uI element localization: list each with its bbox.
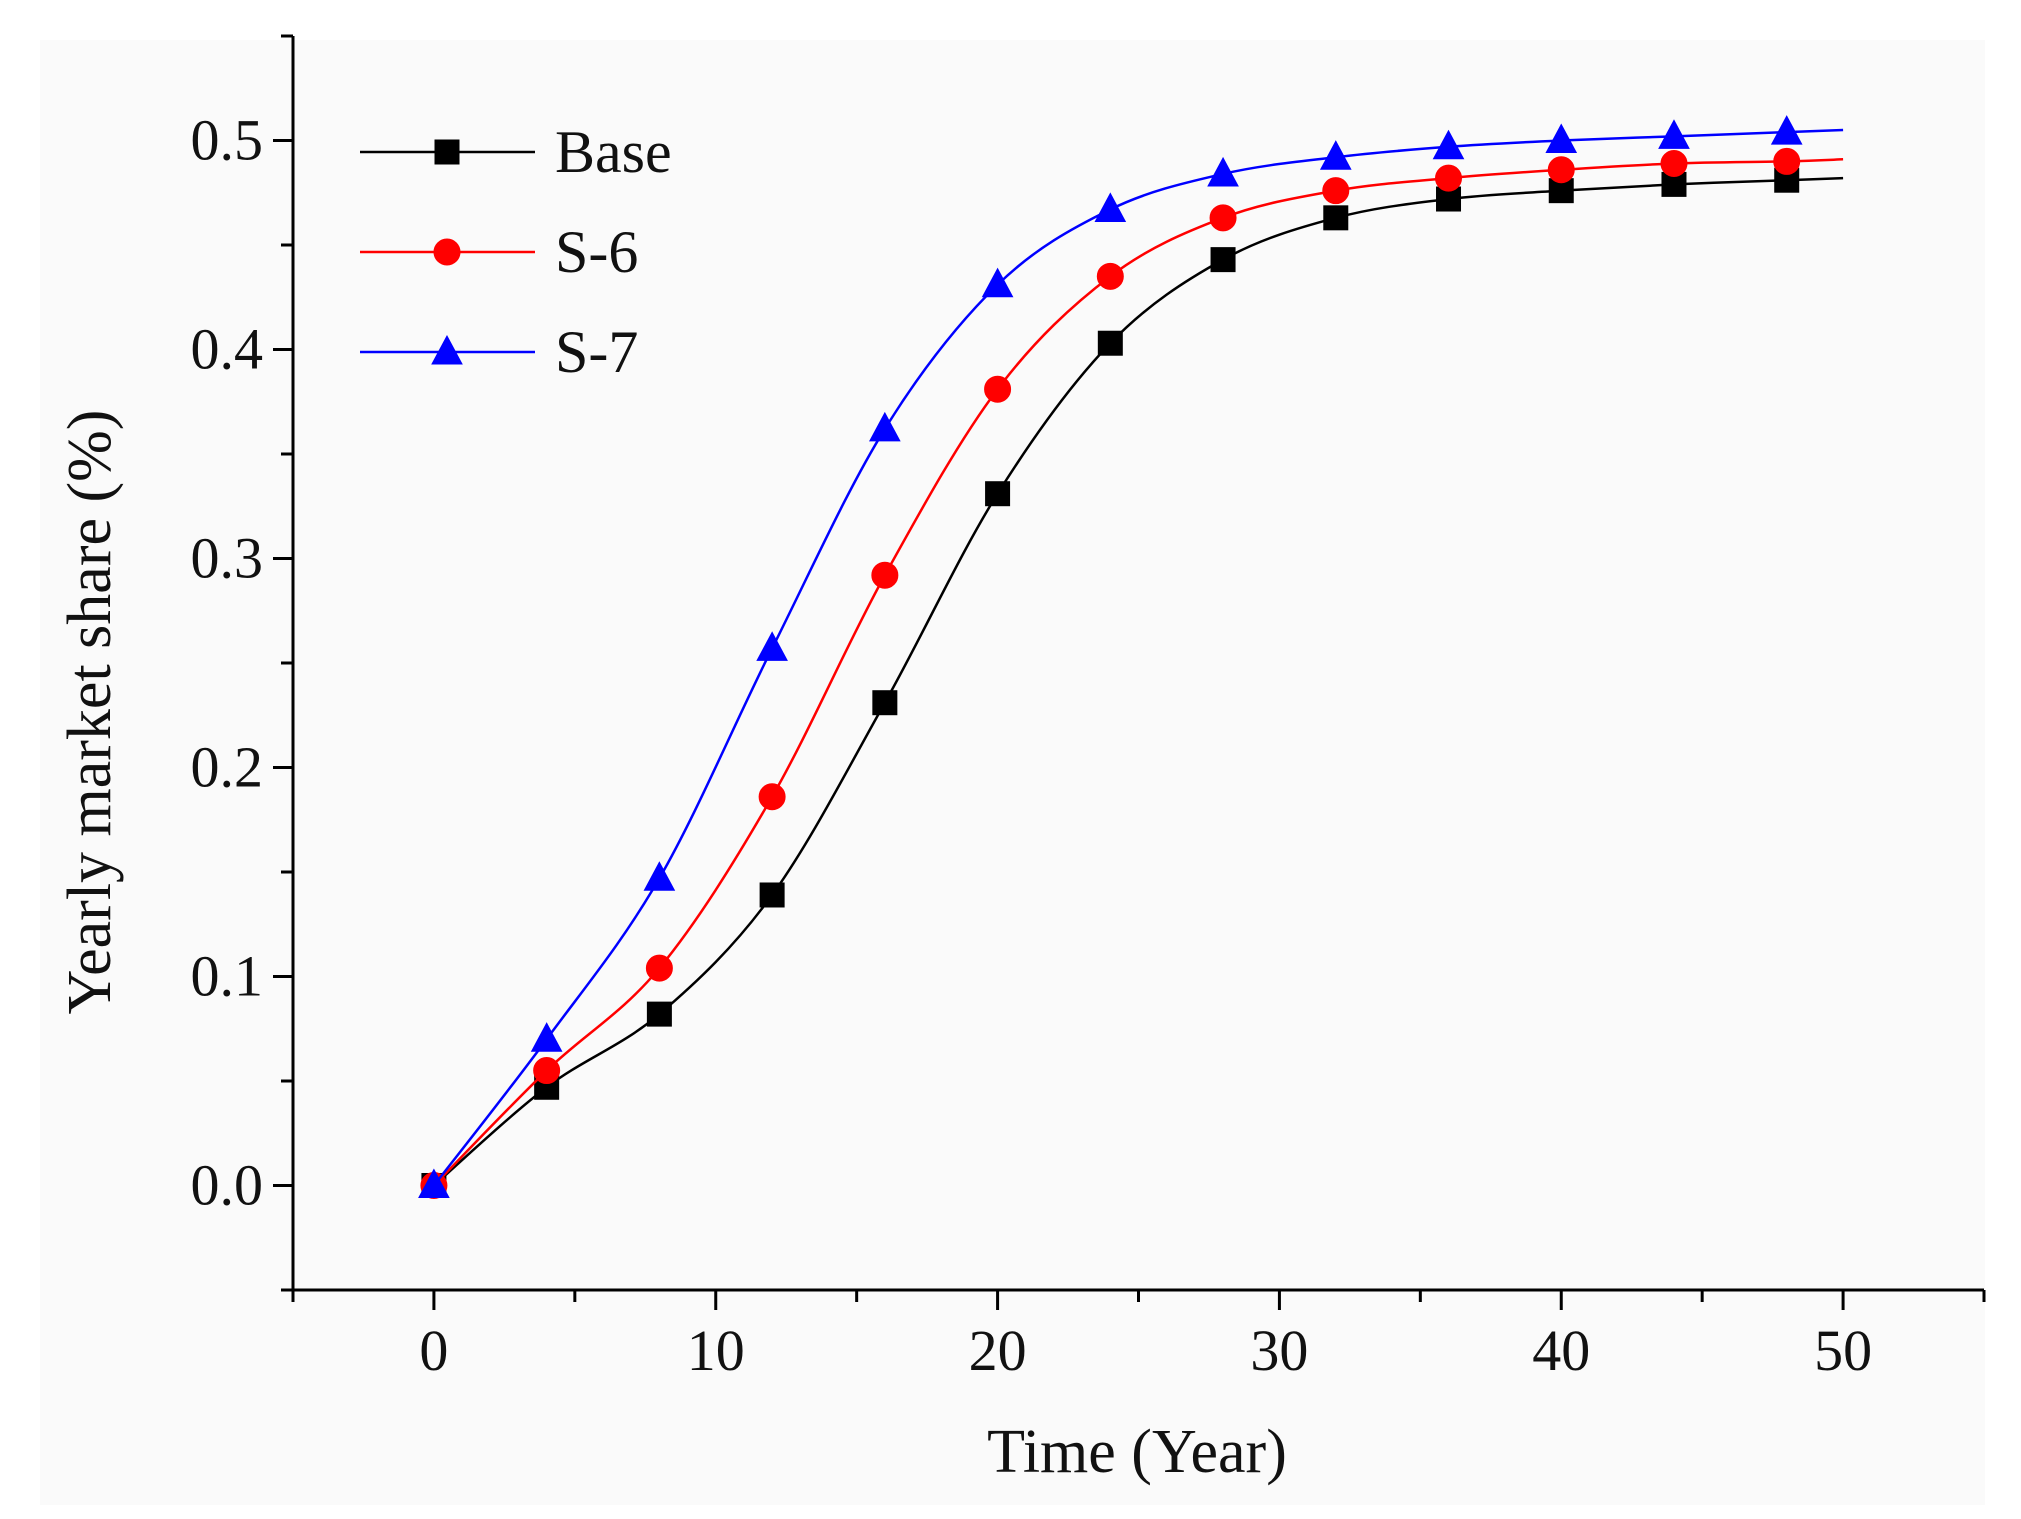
- x-tick-label: 40: [1532, 1318, 1590, 1383]
- x-tick-label: 20: [969, 1318, 1027, 1383]
- legend-item-s-7: S-7: [360, 319, 638, 385]
- data-point-s-6: [1322, 177, 1350, 205]
- series-s-6: [420, 147, 1844, 1199]
- y-tick-label: 0.1: [191, 944, 264, 1009]
- data-point-s-7: [643, 861, 676, 891]
- data-point-base: [1323, 205, 1349, 231]
- data-point-s-6: [1209, 204, 1237, 232]
- data-point-s-6: [758, 783, 786, 811]
- x-tick-label: 0: [419, 1318, 448, 1383]
- legend: Base S-6 S-7: [360, 119, 672, 385]
- legend-marker-base: [434, 139, 460, 165]
- plot-area-background: [40, 40, 1985, 1505]
- data-point-s-7: [1770, 115, 1803, 145]
- data-point-s-7: [418, 1168, 450, 1198]
- data-point-s-6: [645, 954, 673, 982]
- legend-label-s-6: S-6: [555, 219, 638, 285]
- data-point-base: [872, 690, 898, 716]
- data-point-s-6: [1435, 164, 1463, 192]
- data-point-s-7: [1432, 129, 1465, 160]
- legend-label-s-7: S-7: [555, 319, 638, 385]
- data-point-s-6: [1773, 147, 1801, 175]
- data-point-s-6: [871, 561, 899, 589]
- data-point-s-6: [984, 375, 1012, 403]
- data-point-s-6: [1660, 149, 1688, 177]
- data-point-s-7: [1319, 140, 1352, 170]
- x-tick-label: 10: [687, 1318, 745, 1383]
- data-point-base: [1210, 247, 1236, 273]
- x-tick-label: 30: [1250, 1318, 1308, 1383]
- y-tick-label: 0.5: [191, 108, 264, 173]
- legend-label-base: Base: [555, 119, 672, 185]
- data-point-base: [759, 882, 785, 908]
- x-axis-title: Time (Year): [987, 1418, 1287, 1486]
- x-tick-label: 50: [1814, 1318, 1872, 1383]
- y-tick-label: 0.2: [191, 735, 264, 800]
- y-axis-title: Yearly market share (%): [56, 410, 124, 1015]
- series-layer: [418, 115, 1844, 1199]
- legend-marker-s-7: [431, 334, 463, 365]
- data-point-s-7: [530, 1022, 563, 1052]
- data-point-s-7: [1207, 156, 1239, 187]
- data-point-s-6: [1096, 262, 1124, 290]
- data-point-s-7: [1545, 123, 1578, 153]
- series-s-7: [418, 115, 1844, 1198]
- x-axis-ticks: 0 10 20 30 40 50: [291, 1290, 1986, 1383]
- legend-marker-s-6: [433, 238, 461, 266]
- data-point-base: [985, 481, 1011, 507]
- y-axis-ticks: 0.0 0.1 0.2 0.3 0.4 0.5: [191, 34, 293, 1292]
- legend-item-base: Base: [360, 119, 672, 185]
- data-point-s-7: [981, 267, 1014, 298]
- data-point-s-7: [1094, 192, 1127, 222]
- data-point-s-6: [1547, 156, 1575, 184]
- data-point-s-7: [1658, 119, 1690, 149]
- legend-item-s-6: S-6: [360, 219, 638, 285]
- y-tick-label: 0.4: [191, 317, 264, 382]
- data-point-s-6: [533, 1057, 561, 1085]
- y-tick-label: 0.0: [191, 1153, 264, 1218]
- y-tick-label: 0.3: [191, 526, 264, 591]
- data-point-s-7: [869, 411, 901, 442]
- data-point-base: [646, 1001, 672, 1027]
- data-point-s-7: [756, 631, 788, 661]
- data-point-base: [1097, 330, 1123, 356]
